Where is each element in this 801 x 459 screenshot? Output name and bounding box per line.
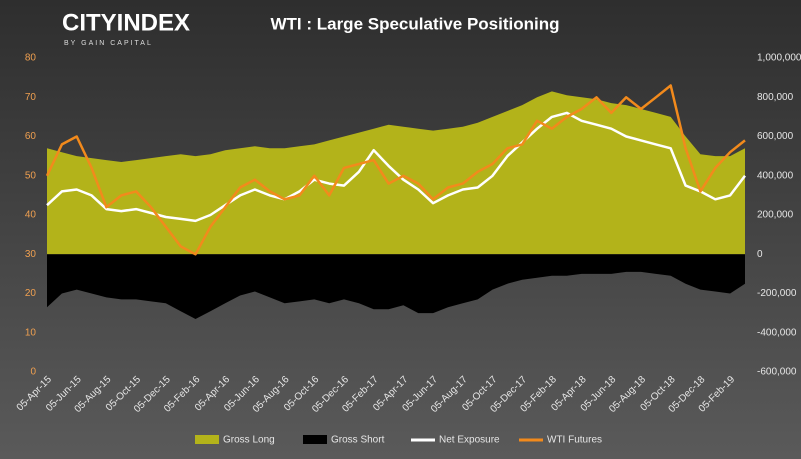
y-tick-label: 0 [30, 367, 36, 378]
y-tick-label: 60 [25, 131, 37, 142]
y2-tick-label: -200,000 [757, 288, 797, 299]
legend-swatch [195, 435, 219, 444]
y-tick-label: 20 [25, 288, 37, 299]
logo: CITYINDEX [62, 9, 190, 36]
line [45, 84, 746, 256]
logo-tagline: BY GAIN CAPITAL [64, 40, 153, 47]
y-tick-label: 40 [25, 210, 37, 221]
line [46, 111, 746, 223]
y2-tick-label: 400,000 [757, 170, 794, 181]
area [47, 254, 745, 319]
legend-label: Gross Long [223, 435, 275, 446]
y2-tick-label: 0 [757, 249, 763, 260]
y-tick-label: 30 [25, 249, 37, 260]
legend-label: WTI Futures [547, 435, 602, 446]
legend-label: Net Exposure [439, 435, 500, 446]
y2-tick-label: -600,000 [757, 367, 797, 378]
y-tick-label: 50 [25, 170, 37, 181]
y-tick-label: 70 [25, 92, 37, 103]
y2-tick-label: 600,000 [757, 131, 794, 142]
y2-tick-label: 200,000 [757, 210, 794, 221]
y2-tick-label: 800,000 [757, 92, 794, 103]
legend-swatch [303, 435, 327, 444]
y-tick-label: 80 [25, 53, 37, 64]
y-tick-label: 10 [25, 327, 37, 338]
y2-tick-label: -400,000 [757, 327, 797, 338]
y2-tick-label: 1,000,000 [757, 53, 801, 64]
chart-title: WTI : Large Speculative Positioning [270, 14, 559, 33]
legend-label: Gross Short [331, 435, 385, 446]
